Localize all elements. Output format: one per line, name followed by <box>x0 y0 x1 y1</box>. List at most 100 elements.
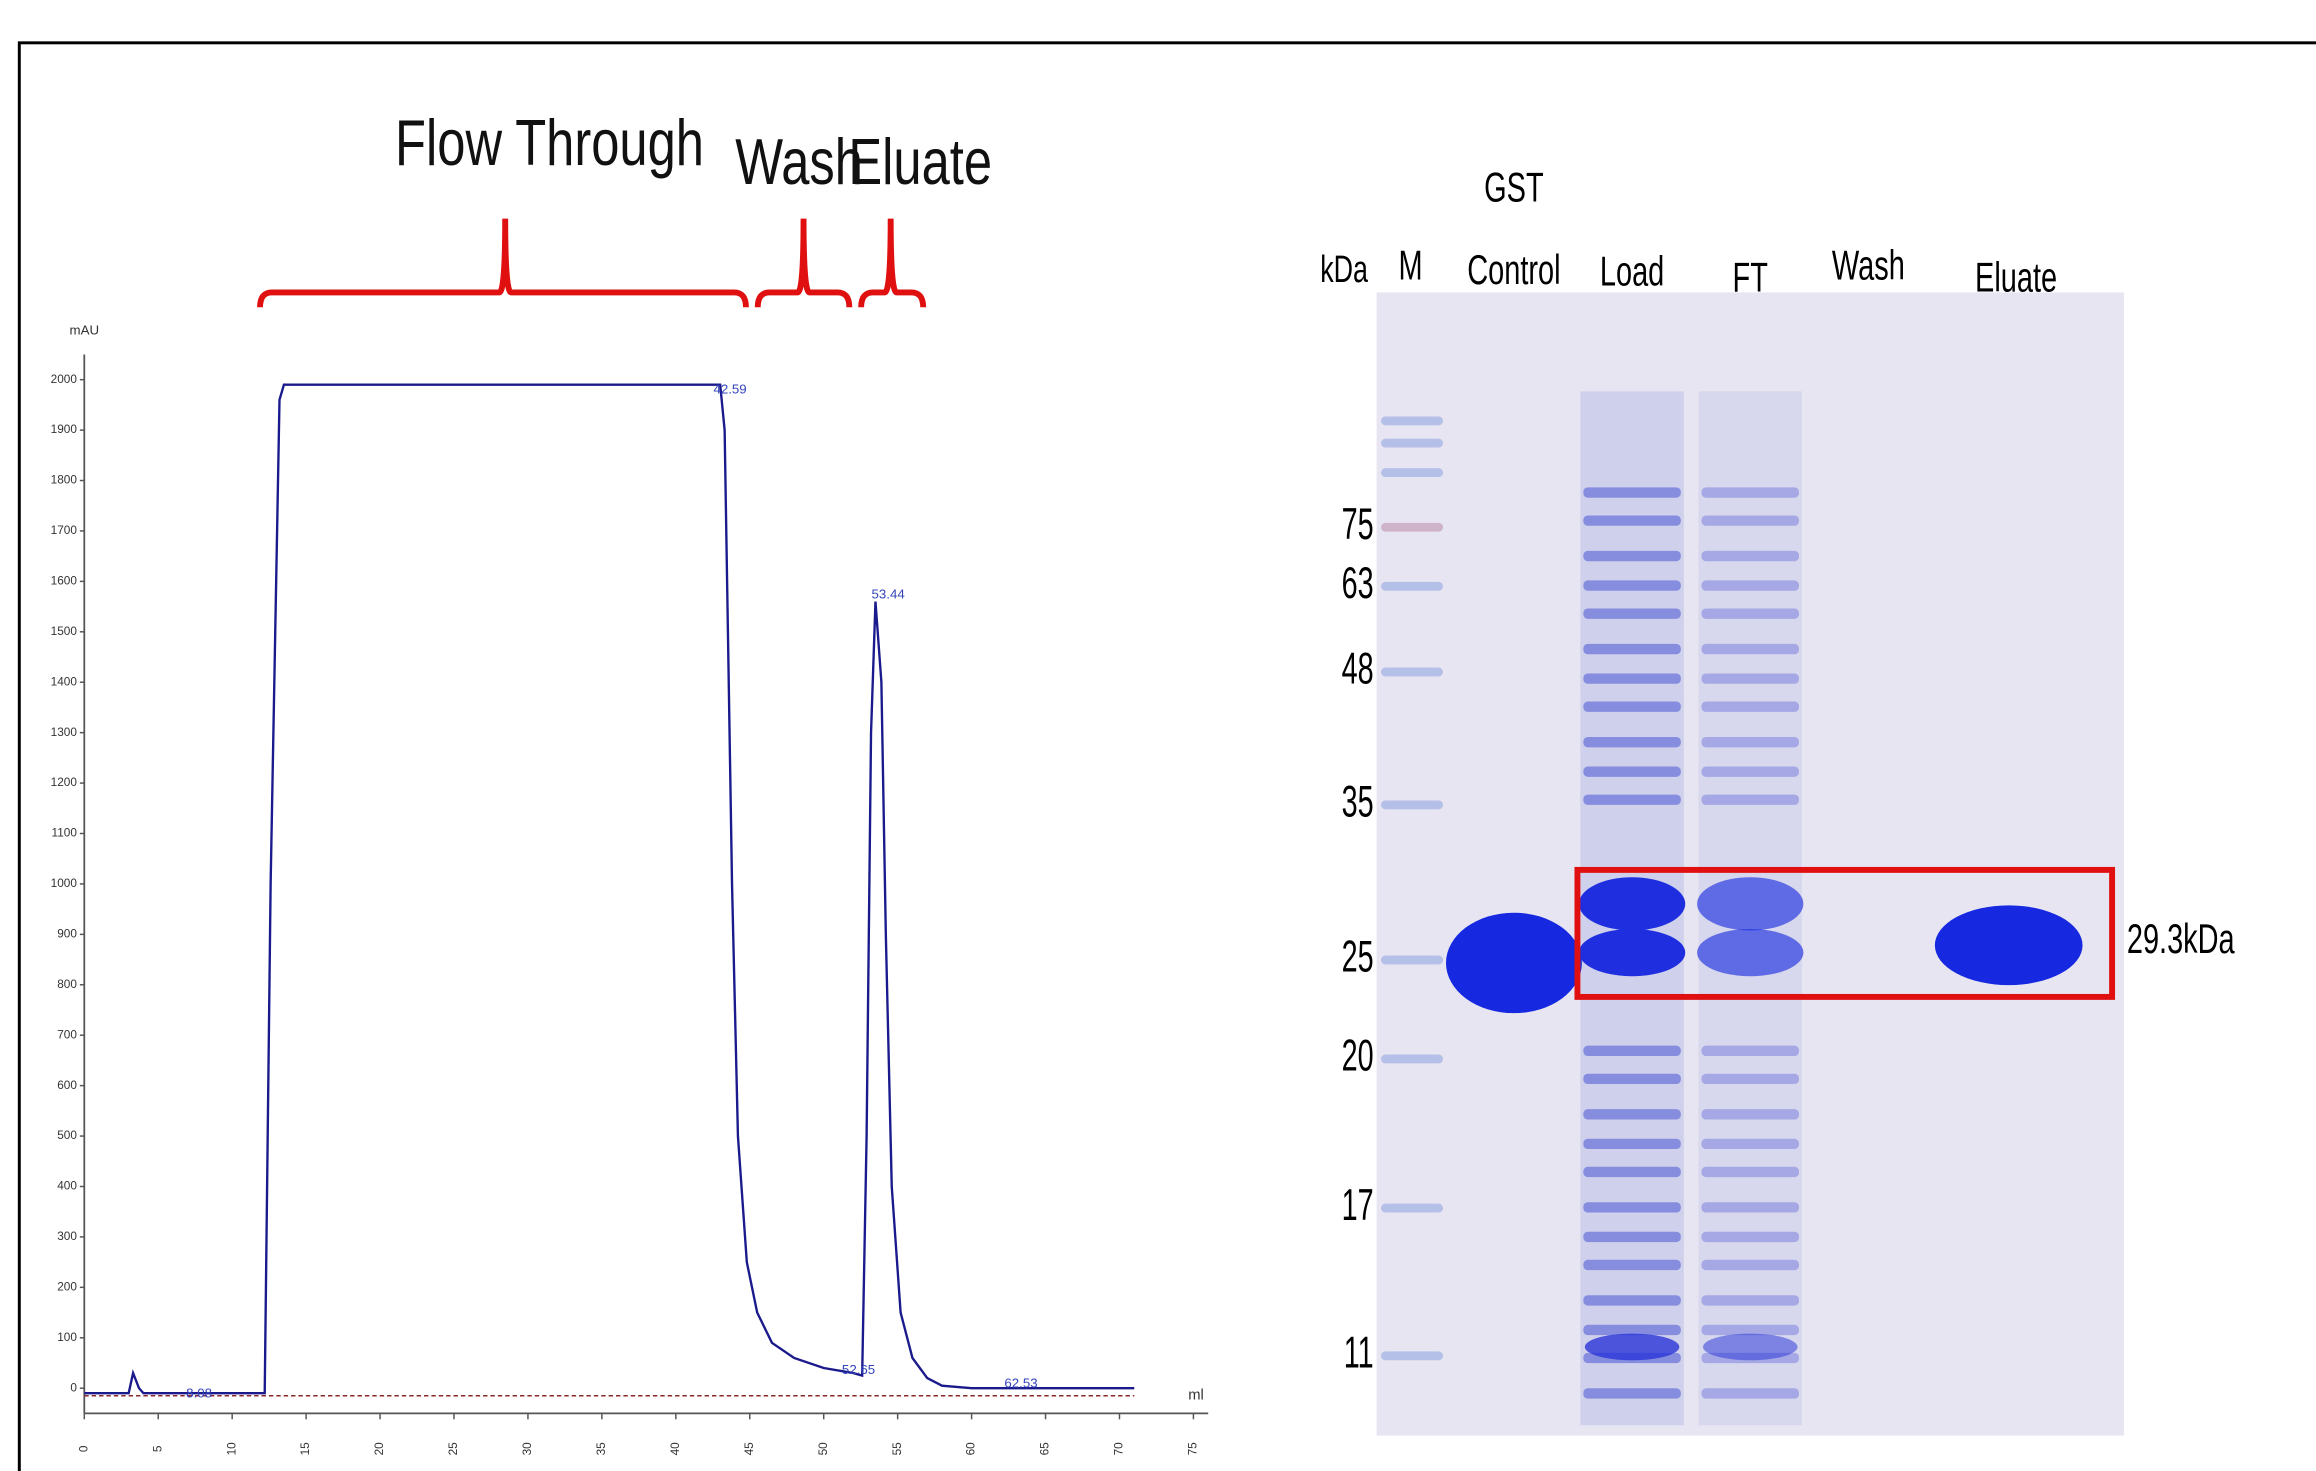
lane-band <box>1583 1138 1681 1150</box>
x-tick-label: 55 <box>890 1442 904 1456</box>
y-axis-label: mAU <box>70 322 100 337</box>
marker-label: 25 <box>1342 931 1374 981</box>
band-main <box>1697 877 1804 931</box>
lane-band <box>1701 1295 1799 1306</box>
annotation: Eluate <box>848 126 992 198</box>
ladder-band <box>1381 1203 1444 1213</box>
x-tick-label: 70 <box>1112 1442 1126 1456</box>
band <box>1702 1333 1798 1361</box>
lane-band <box>1701 1202 1799 1213</box>
lane-band <box>1583 643 1681 655</box>
marker-label: 35 <box>1342 776 1374 826</box>
y-tick-label: 500 <box>57 1128 77 1142</box>
y-tick-label: 2000 <box>51 372 78 386</box>
ladder-band <box>1381 800 1444 810</box>
band-main <box>1578 877 1686 931</box>
lane-band <box>1583 794 1681 805</box>
lane-band <box>1583 1295 1681 1306</box>
lane-band <box>1583 1073 1681 1085</box>
y-tick-label: 1800 <box>51 473 78 487</box>
lane-band <box>1701 701 1799 712</box>
annotation: Wash <box>735 126 863 198</box>
lane-band <box>1583 736 1681 748</box>
y-tick-label: 1100 <box>52 826 78 840</box>
ladder-band <box>1381 416 1444 426</box>
marker-label: 75 <box>1342 499 1374 549</box>
lane-label: Control <box>1467 247 1560 293</box>
ladder-band <box>1381 522 1444 532</box>
bracket <box>858 218 927 308</box>
lane-band <box>1701 1109 1799 1120</box>
y-tick-label: 1900 <box>51 422 78 436</box>
lane-band <box>1701 643 1799 655</box>
x-tick-label: 0 <box>76 1445 90 1452</box>
ladder-band <box>1381 468 1444 478</box>
y-tick-label: 700 <box>57 1027 77 1041</box>
lane-band <box>1583 1324 1681 1336</box>
band <box>1584 1333 1680 1361</box>
lane-band <box>1701 1259 1799 1271</box>
y-tick-label: 1000 <box>51 876 78 890</box>
lane-band <box>1583 1388 1681 1399</box>
lane-band <box>1583 1109 1681 1120</box>
lane-band <box>1701 766 1799 777</box>
marker-label: 48 <box>1342 643 1374 693</box>
lane-label: Eluate <box>1975 254 2057 300</box>
y-tick-label: 300 <box>57 1229 77 1243</box>
marker-label: 17 <box>1342 1180 1374 1230</box>
annotation: Flow Through <box>395 107 704 179</box>
marker-label: 11 <box>1344 1327 1374 1377</box>
peak-label: 8.08 <box>186 1386 212 1401</box>
y-tick-label: 0 <box>70 1380 77 1394</box>
peak-label: 62.53 <box>1004 1375 1037 1390</box>
y-tick-label: 400 <box>57 1179 77 1193</box>
ladder-band <box>1381 1351 1444 1361</box>
y-tick-label: 1700 <box>51 523 78 537</box>
ladder-band <box>1381 581 1444 591</box>
lane-band <box>1583 766 1681 777</box>
lane-band <box>1701 794 1799 805</box>
lane-band <box>1583 487 1681 498</box>
lane-band <box>1701 1073 1799 1085</box>
lane-band <box>1583 673 1681 684</box>
ladder-band <box>1381 667 1444 677</box>
frame <box>17 41 2316 1471</box>
x-tick-label: 65 <box>1038 1442 1052 1456</box>
gel-background <box>1376 292 2124 1436</box>
lane-band <box>1701 580 1799 591</box>
unit-label: kDa <box>1320 248 1368 291</box>
peak-label: 42.59 <box>713 381 746 396</box>
lane-band <box>1701 515 1799 526</box>
band-eluate <box>1934 905 2083 986</box>
marker-label: 63 <box>1342 558 1374 608</box>
y-tick-label: 200 <box>57 1279 77 1293</box>
x-tick-label: 15 <box>298 1442 312 1456</box>
peak-label: 53.44 <box>871 587 904 602</box>
marker-label: 20 <box>1342 1030 1374 1080</box>
lane-band <box>1583 701 1681 712</box>
x-tick-label: 20 <box>372 1442 386 1456</box>
ladder-band <box>1381 438 1444 448</box>
x-tick-label: 75 <box>1186 1442 1200 1456</box>
lane-band <box>1583 1231 1681 1243</box>
y-tick-label: 1200 <box>51 775 78 789</box>
band-main <box>1578 928 1686 977</box>
lane-band <box>1701 1166 1799 1178</box>
peak-label: 52.65 <box>842 1362 875 1377</box>
x-tick-label: 30 <box>520 1442 534 1456</box>
lane-label: M <box>1398 243 1422 289</box>
y-tick-label: 100 <box>57 1330 77 1344</box>
x-tick-label: 60 <box>964 1442 978 1456</box>
bracket <box>754 218 853 308</box>
lane-band <box>1583 580 1681 591</box>
x-tick-label: 40 <box>668 1442 682 1456</box>
lane-label: Wash <box>1832 243 1905 289</box>
lane-band <box>1701 1231 1799 1243</box>
trace <box>84 383 1135 1395</box>
band-label: 29.3kDa <box>2127 916 2235 962</box>
lane-band <box>1583 1259 1681 1271</box>
band-gst <box>1445 912 1582 1014</box>
x-tick-label: 10 <box>224 1442 238 1456</box>
lane-band <box>1701 1138 1799 1150</box>
